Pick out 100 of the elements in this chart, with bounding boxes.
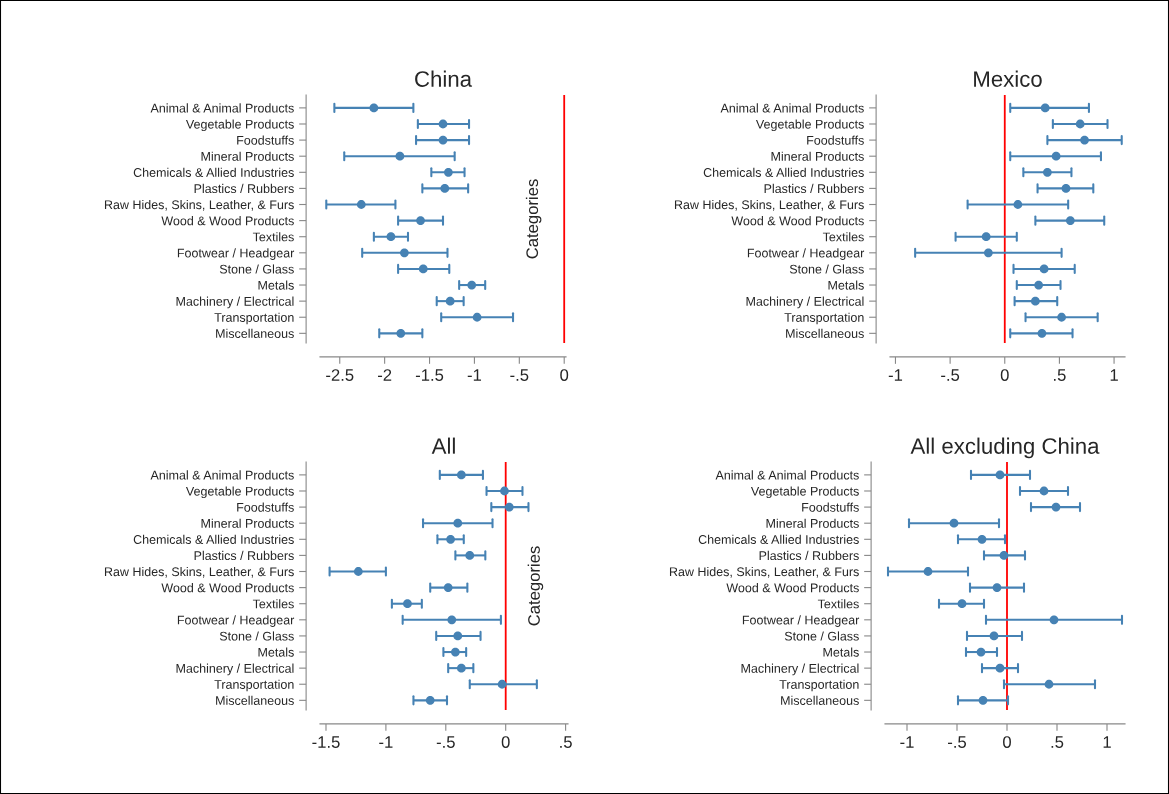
point — [976, 647, 986, 657]
y-tick-label: Vegetable Products — [750, 486, 859, 499]
x-tick-label: 0 — [501, 736, 510, 748]
x-tick-label: -1.5 — [312, 736, 340, 748]
y-tick-label: Footwear / Headgear — [747, 248, 865, 260]
point — [456, 470, 466, 480]
y-tick-label: Vegetable Products — [185, 486, 294, 499]
y-tick-label: Foodstuffs — [237, 135, 294, 145]
point — [467, 280, 477, 290]
point — [465, 551, 475, 560]
point — [1075, 119, 1085, 129]
point — [1065, 216, 1075, 225]
point — [443, 583, 453, 592]
point — [396, 328, 406, 338]
y-tick-label: Footwear / Headgear — [177, 615, 295, 627]
y-tick-label: Machinery / Electrical — [746, 296, 864, 309]
y-tick-label: Metals — [828, 280, 864, 290]
x-tick-label: -.5 — [941, 369, 960, 381]
y-tick-label: Textiles — [252, 599, 294, 609]
y-tick-label: Mineral Products — [201, 151, 294, 161]
point — [425, 695, 435, 705]
y-tick-label: Machinery / Electrical — [176, 296, 294, 309]
y-tick-label: Wood & Wood Products — [161, 583, 294, 593]
x-tick-label: -1 — [888, 369, 903, 381]
y-tick-label: Foodstuffs — [802, 502, 859, 512]
point — [369, 103, 379, 113]
y-tick-label: Metals — [823, 647, 859, 657]
y-tick-label: Plastics / Rubbers — [759, 550, 859, 561]
y-tick-label: Miscellaneous — [786, 328, 864, 338]
x-tick-label: -.5 — [436, 736, 455, 748]
point — [981, 232, 991, 242]
point — [978, 695, 988, 705]
point — [438, 135, 448, 145]
point — [1049, 615, 1059, 625]
point — [1043, 167, 1052, 177]
point — [356, 200, 366, 209]
y-tick-label: Textiles — [822, 232, 864, 242]
point — [400, 248, 409, 258]
y-tick-label: Transportation — [214, 679, 294, 692]
y-tick-label: Footwear / Headgear — [742, 615, 860, 627]
chart-title: China — [415, 70, 473, 87]
point — [447, 615, 457, 625]
y-tick-label: Machinery / Electrical — [741, 663, 859, 676]
y-tick-label: Foodstuffs — [237, 502, 294, 512]
y-tick-label: Wood & Wood Products — [161, 216, 294, 226]
point — [500, 486, 509, 496]
y-tick-label: Stone / Glass — [219, 631, 294, 641]
y-tick-label: Mineral Products — [771, 151, 864, 161]
y-tick-label: Mineral Products — [201, 518, 294, 528]
point — [472, 312, 482, 322]
point — [504, 502, 514, 512]
point — [1040, 103, 1050, 113]
point — [497, 679, 507, 689]
y-tick-label: Textiles — [817, 599, 859, 609]
point — [1051, 151, 1061, 161]
y-tick-label: Miscellaneous — [781, 695, 859, 705]
point — [949, 518, 959, 528]
y-tick-label: Chemicals & Allied Industries — [698, 534, 859, 544]
chart-title: All — [431, 437, 455, 454]
x-tick-label: -.5 — [948, 736, 967, 748]
y-tick-label: Stone / Glass — [789, 264, 864, 274]
y-tick-label: Foodstuffs — [807, 135, 864, 145]
x-tick-label: -1 — [379, 736, 393, 748]
y-tick-label: Metals — [258, 280, 294, 290]
y-tick-label: Plastics / Rubbers — [194, 183, 294, 194]
x-tick-label: .5 — [1053, 369, 1066, 381]
point — [453, 631, 463, 641]
point — [418, 264, 428, 274]
x-tick-label: 1 — [1103, 736, 1111, 748]
y-tick-label: Transportation — [214, 312, 294, 325]
y-tick-label: Chemicals & Allied Industries — [133, 167, 294, 177]
point — [445, 296, 455, 306]
x-tick-label: 1 — [1110, 369, 1118, 381]
y-tick-label: Mineral Products — [766, 518, 859, 528]
point — [983, 248, 993, 258]
y-tick-label: Animal & Animal Products — [720, 103, 864, 113]
point — [416, 216, 425, 225]
point — [1030, 296, 1040, 306]
point — [1037, 328, 1047, 338]
y-tick-label: Metals — [258, 647, 294, 657]
point — [450, 647, 460, 657]
y-tick-label: Raw Hides, Skins, Leather, & Furs — [669, 566, 859, 578]
point — [395, 151, 405, 161]
point — [1051, 502, 1061, 512]
point — [444, 167, 453, 177]
x-tick-label: .5 — [1051, 736, 1064, 748]
x-tick-label: 0 — [1003, 736, 1011, 748]
point — [403, 599, 412, 609]
y-tick-label: Animal & Animal Products — [150, 103, 294, 113]
y-tick-label: Transportation — [784, 312, 864, 325]
point — [995, 470, 1005, 480]
point — [923, 567, 933, 576]
y-axis-title: Categories — [525, 179, 542, 259]
y-tick-label: Transportation — [779, 679, 859, 692]
y-tick-label: Stone / Glass — [784, 631, 859, 641]
point — [386, 232, 396, 242]
x-tick-label: 0 — [1000, 369, 1009, 381]
point — [1034, 280, 1044, 290]
y-tick-label: Stone / Glass — [219, 264, 294, 274]
point — [456, 663, 466, 673]
